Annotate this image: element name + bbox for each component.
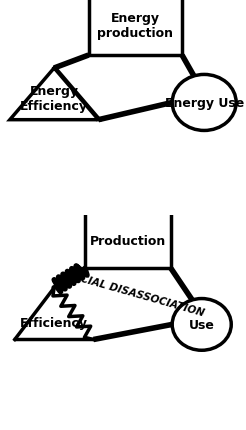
Text: Energy
production: Energy production: [97, 12, 173, 40]
Text: SOCIAL DISASSOCIATION: SOCIAL DISASSOCIATION: [63, 268, 205, 317]
Polygon shape: [15, 288, 93, 340]
Text: Use: Use: [189, 318, 215, 331]
Bar: [85, 213, 171, 269]
Text: Production: Production: [90, 234, 166, 247]
Text: Energy
Efficiency: Energy Efficiency: [20, 85, 88, 113]
Text: Efficiency: Efficiency: [20, 316, 88, 329]
Bar: [89, 0, 182, 56]
Circle shape: [172, 75, 236, 131]
Polygon shape: [10, 69, 98, 120]
Text: Energy Use: Energy Use: [165, 97, 244, 110]
Circle shape: [172, 299, 231, 350]
